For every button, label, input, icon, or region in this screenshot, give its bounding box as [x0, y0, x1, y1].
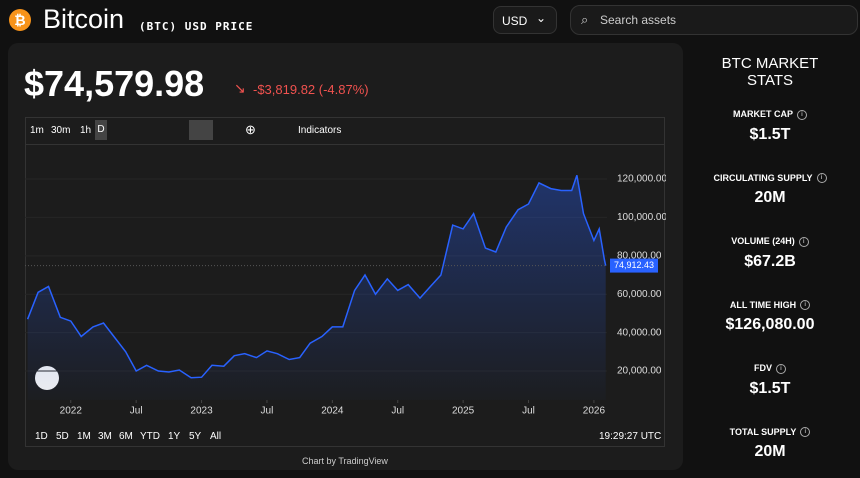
stat-value: 20M [754, 443, 786, 461]
stat-label-text: TOTAL SUPPLY [729, 426, 797, 437]
stat-item: VOLUME (24H) i $67.2B [690, 236, 850, 271]
x-tick-label: Jul [522, 406, 535, 417]
bitcoin-icon: ₿ [9, 9, 31, 31]
range-button[interactable]: 1D [35, 431, 48, 442]
search-placeholder: Search assets [600, 13, 677, 27]
x-tick-label: 2026 [583, 406, 606, 417]
x-tick-label: 2022 [60, 406, 83, 417]
range-button[interactable]: 1M [77, 431, 91, 442]
add-icon[interactable]: ⊕ [245, 122, 256, 137]
stat-value: $67.2B [744, 252, 796, 270]
x-tick-label: 2023 [190, 406, 213, 417]
price-change: -$3,819.82 (-4.87%) [253, 82, 369, 97]
interval[interactable]: 1m [30, 125, 44, 136]
stat-value: $126,080.00 [725, 316, 815, 334]
stats-title: BTC MARKET STATS [721, 55, 819, 89]
info-icon[interactable]: i [816, 173, 827, 184]
x-tick-label: Jul [130, 406, 143, 417]
stat-item: FDV i $1.5T [690, 363, 850, 398]
range-button[interactable]: 6M [119, 431, 133, 442]
stat-label: TOTAL SUPPLY i [690, 427, 850, 438]
indicators[interactable]: Indicators [298, 125, 342, 136]
stat-label: VOLUME (24H) i [690, 236, 850, 247]
stat-label-text: VOLUME (24H) [731, 236, 795, 246]
range-button[interactable]: 3M [98, 431, 112, 442]
chart-style[interactable] [189, 120, 213, 140]
stat-item: CIRCULATING SUPPLY i 20M [690, 173, 850, 208]
area-fill [27, 175, 606, 400]
info-icon[interactable]: i [798, 236, 809, 247]
search-box[interactable]: ⌕ Search assets [570, 5, 858, 35]
interval[interactable]: D [95, 120, 107, 140]
y-tick-label: 40,000.00 [617, 327, 662, 338]
stat-value: 20M [754, 189, 786, 207]
x-tick-label: Jul [261, 406, 274, 417]
currency: USD [502, 14, 528, 28]
stat-label-text: ALL TIME HIGH [729, 299, 797, 310]
range-button[interactable]: All [210, 431, 222, 442]
credit: Chart by TradingView [302, 456, 388, 466]
info-icon[interactable]: i [800, 427, 811, 438]
range-button[interactable]: 5Y [189, 431, 202, 442]
y-tick-label: 60,000.00 [617, 289, 662, 300]
last-price-label: 74,912.43 [614, 260, 654, 270]
asset-name: Bitcoin [43, 4, 125, 34]
x-tick-label: 2024 [321, 406, 344, 417]
y-tick-label: 20,000.00 [617, 366, 662, 377]
stat-label-text: CIRCULATING SUPPLY [713, 172, 813, 183]
info-icon[interactable]: i [800, 300, 811, 311]
chevron: ⌄ [536, 11, 547, 25]
price-line [26, 174, 607, 379]
interval[interactable]: 1h [80, 125, 92, 136]
range-button[interactable]: YTD [140, 431, 160, 442]
price-arrow: ↘ [234, 80, 246, 96]
clock: 19:29:27 UTC [599, 431, 662, 442]
stat-label-text: FDV [754, 363, 772, 373]
currency-select[interactable]: USD ⌄ [493, 6, 557, 34]
last-price-box [610, 258, 658, 273]
stat-label: ALL TIME HIGH i [690, 300, 850, 311]
y-tick-label: 100,000.00 [617, 212, 666, 223]
stat-value: $1.5T [749, 125, 791, 143]
stat-item: TOTAL SUPPLY i 20M [690, 427, 850, 462]
info-icon[interactable]: i [776, 363, 786, 374]
stat-value: $1.5T [749, 379, 791, 397]
range-button[interactable]: 1Y [168, 431, 181, 442]
toolbar: 1m 30m 1h D ⊕ Indicators [25, 117, 665, 145]
interval[interactable]: 30m [51, 125, 71, 136]
stat-label: FDV i [690, 363, 850, 374]
x-tick-label: 2025 [452, 406, 475, 417]
asset-ticker: (BTC) USD PRICE [139, 20, 254, 33]
range-button[interactable]: 5D [56, 431, 69, 442]
stat-label: MARKET CAP i [690, 109, 850, 120]
stat-item: ALL TIME HIGH i $126,080.00 [690, 300, 850, 335]
x-tick-label: Jul [391, 406, 404, 417]
search-icon: ⌕ [581, 12, 589, 27]
stat-label: CIRCULATING SUPPLY i [690, 173, 850, 184]
y-tick-label: 120,000.00 [617, 174, 666, 185]
stat-label-text: MARKET CAP [733, 109, 793, 119]
chart: 20,000.00 40,000.00 60,000.00 80,000.00 100,… [25, 174, 666, 417]
price: $74,579.98 [24, 63, 205, 104]
info-icon[interactable]: i [797, 109, 807, 120]
chart-frame [25, 117, 665, 447]
stat-item: MARKET CAP i $1.5T [690, 109, 850, 144]
y-tick-label: 80,000.00 [617, 250, 662, 261]
